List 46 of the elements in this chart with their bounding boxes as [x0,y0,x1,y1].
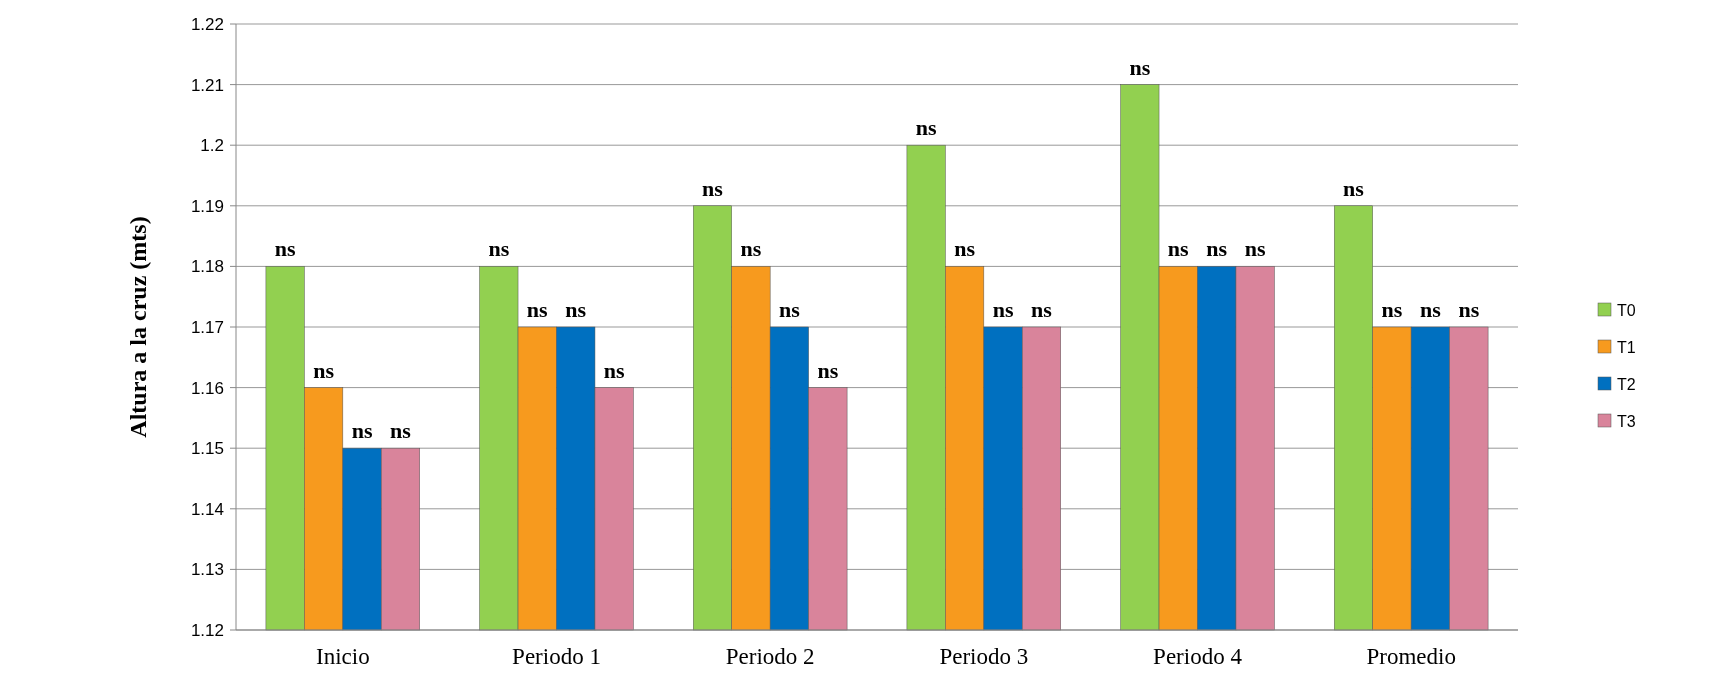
data-label: ns [779,297,801,322]
x-tick-label: Inicio [316,644,370,669]
legend-label: T3 [1617,412,1636,430]
y-tick-label: 1.14 [190,499,224,519]
data-label: ns [1206,236,1228,262]
data-label: ns [1129,54,1151,80]
data-label: ns [740,236,762,262]
data-label: ns [526,297,549,322]
y-tick-label: 1.19 [190,196,224,216]
y-tick-label: 1.18 [190,257,224,277]
data-label: ns [915,115,937,141]
y-tick-label: 1.21 [190,75,224,95]
y-tick-label: 1.17 [190,317,224,337]
y-tick-label: 1.16 [190,378,224,398]
data-label: ns [992,297,1014,322]
y-tick-label: 1.12 [190,620,224,640]
data-label: ns [1031,297,1053,322]
data-label: ns [565,297,587,322]
x-tick-label: Promedio [1366,644,1456,669]
data-label: ns [1167,236,1190,262]
legend-label: T0 [1617,301,1636,319]
data-label: ns [488,236,510,262]
x-tick-label: Periodo 3 [939,644,1029,669]
y-tick-label: 1.2 [200,136,224,156]
data-label: ns [351,418,373,444]
data-label: ns [1244,236,1267,262]
data-label: ns [390,418,412,444]
data-label: ns [274,236,296,262]
data-label: ns [817,357,839,383]
x-tick-label: Periodo 2 [725,644,815,669]
legend-label: T1 [1617,338,1636,356]
y-axis-title: Altura a la cruz (mts) [125,216,151,438]
x-tick-label: Periodo 1 [512,644,601,669]
data-label: ns [1343,175,1365,201]
y-tick-label: 1.22 [190,14,224,34]
x-tick-label: Periodo 4 [1153,644,1243,669]
legend-label: T2 [1617,375,1636,393]
y-tick-label: 1.15 [190,439,224,459]
data-label: ns [1458,297,1480,322]
data-label: ns [1420,297,1442,322]
data-label: ns [702,175,724,201]
data-label: ns [313,357,335,383]
y-tick-label: 1.13 [190,560,224,580]
data-label: ns [954,236,976,262]
data-label: ns [603,357,626,383]
data-label: ns [1381,297,1403,322]
